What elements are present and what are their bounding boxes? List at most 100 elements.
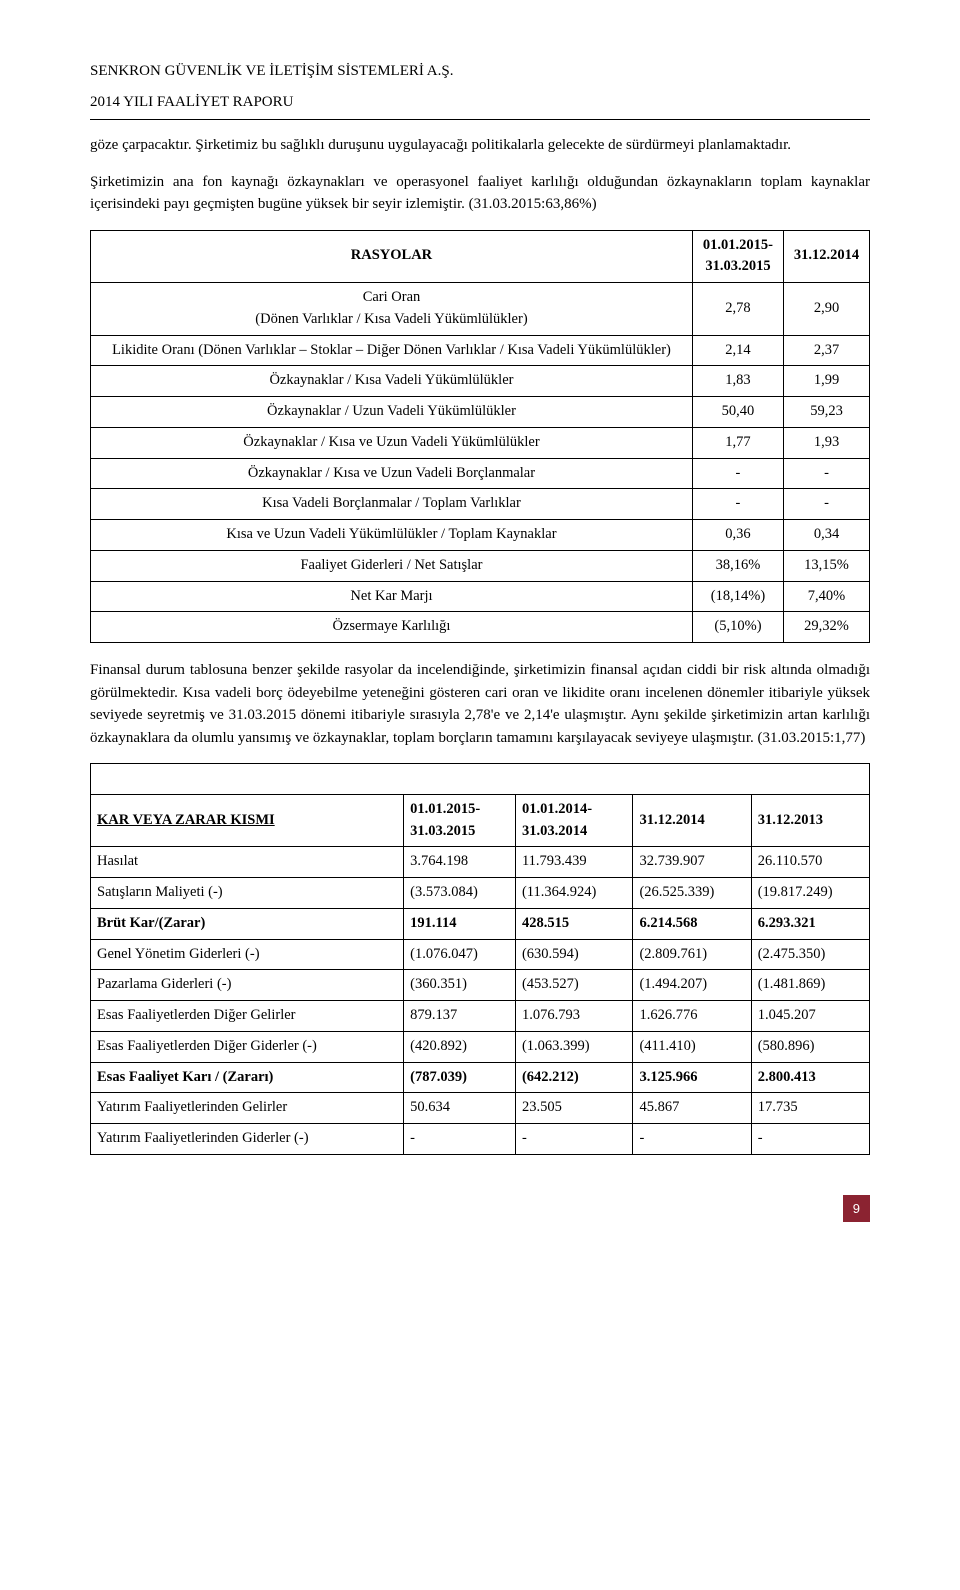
ratio-label: Net Kar Marjı bbox=[91, 581, 693, 612]
kar-header-c4: 31.12.2013 bbox=[751, 794, 869, 847]
ratio-row: Özkaynaklar / Uzun Vadeli Yükümlülükler5… bbox=[91, 397, 870, 428]
kar-v3: 32.739.907 bbox=[633, 847, 751, 878]
kar-v3: (411.410) bbox=[633, 1031, 751, 1062]
kar-v2: (642.212) bbox=[515, 1062, 633, 1093]
ratio-label: Kısa Vadeli Borçlanmalar / Toplam Varlık… bbox=[91, 489, 693, 520]
ratio-header-col2: 31.12.2014 bbox=[784, 230, 870, 283]
ratio-value-1: 1,77 bbox=[692, 427, 783, 458]
paragraph-3: Finansal durum tablosuna benzer şekilde … bbox=[90, 659, 870, 749]
ratio-label: Özkaynaklar / Kısa ve Uzun Vadeli Borçla… bbox=[91, 458, 693, 489]
ratio-row: Kısa ve Uzun Vadeli Yükümlülükler / Topl… bbox=[91, 520, 870, 551]
ratio-label: Faaliyet Giderleri / Net Satışlar bbox=[91, 550, 693, 581]
ratio-label: Özkaynaklar / Kısa Vadeli Yükümlülükler bbox=[91, 366, 693, 397]
kar-v2: 23.505 bbox=[515, 1093, 633, 1124]
kar-label: Esas Faaliyetlerden Diğer Gelirler bbox=[91, 1001, 404, 1032]
kar-v1: (360.351) bbox=[404, 970, 516, 1001]
kar-label: Yatırım Faaliyetlerinden Gelirler bbox=[91, 1093, 404, 1124]
kar-v1: 879.137 bbox=[404, 1001, 516, 1032]
page-number: 9 bbox=[843, 1195, 870, 1223]
ratio-value-2: - bbox=[784, 489, 870, 520]
kar-v4: 26.110.570 bbox=[751, 847, 869, 878]
kar-v4: 1.045.207 bbox=[751, 1001, 869, 1032]
header-divider bbox=[90, 119, 870, 120]
ratio-value-1: (5,10%) bbox=[692, 612, 783, 643]
kar-v3: 45.867 bbox=[633, 1093, 751, 1124]
ratio-label: Özkaynaklar / Uzun Vadeli Yükümlülükler bbox=[91, 397, 693, 428]
kar-v2: 11.793.439 bbox=[515, 847, 633, 878]
ratio-value-2: 1,99 bbox=[784, 366, 870, 397]
kar-label: Esas Faaliyet Karı / (Zararı) bbox=[91, 1062, 404, 1093]
kar-v2: (630.594) bbox=[515, 939, 633, 970]
ratio-row: Likidite Oranı (Dönen Varlıklar – Stokla… bbox=[91, 335, 870, 366]
ratio-row: Özkaynaklar / Kısa Vadeli Yükümlülükler1… bbox=[91, 366, 870, 397]
kar-row: Hasılat3.764.19811.793.43932.739.90726.1… bbox=[91, 847, 870, 878]
ratio-label: Özsermaye Karlılığı bbox=[91, 612, 693, 643]
ratio-label: Cari Oran(Dönen Varlıklar / Kısa Vadeli … bbox=[91, 283, 693, 336]
kar-row: Genel Yönetim Giderleri (-)(1.076.047)(6… bbox=[91, 939, 870, 970]
ratio-label: Kısa ve Uzun Vadeli Yükümlülükler / Topl… bbox=[91, 520, 693, 551]
kar-v3: - bbox=[633, 1124, 751, 1155]
kar-row: Satışların Maliyeti (-)(3.573.084)(11.36… bbox=[91, 878, 870, 909]
kar-header-title: KAR VEYA ZARAR KISMI bbox=[91, 794, 404, 847]
ratio-value-1: 0,36 bbox=[692, 520, 783, 551]
kar-v3: 6.214.568 bbox=[633, 908, 751, 939]
kar-label: Esas Faaliyetlerden Diğer Giderler (-) bbox=[91, 1031, 404, 1062]
kar-v3: (1.494.207) bbox=[633, 970, 751, 1001]
kar-v2: (11.364.924) bbox=[515, 878, 633, 909]
kar-row: Pazarlama Giderleri (-)(360.351)(453.527… bbox=[91, 970, 870, 1001]
kar-label: Pazarlama Giderleri (-) bbox=[91, 970, 404, 1001]
ratio-row: Özkaynaklar / Kısa ve Uzun Vadeli Yüküml… bbox=[91, 427, 870, 458]
kar-v2: 1.076.793 bbox=[515, 1001, 633, 1032]
ratio-value-2: 7,40% bbox=[784, 581, 870, 612]
ratio-row: Kısa Vadeli Borçlanmalar / Toplam Varlık… bbox=[91, 489, 870, 520]
kar-v3: 1.626.776 bbox=[633, 1001, 751, 1032]
ratio-value-1: 1,83 bbox=[692, 366, 783, 397]
kar-row: Yatırım Faaliyetlerinden Giderler (-)---… bbox=[91, 1124, 870, 1155]
kar-row: Brüt Kar/(Zarar)191.114428.5156.214.5686… bbox=[91, 908, 870, 939]
ratio-value-2: 13,15% bbox=[784, 550, 870, 581]
company-name: SENKRON GÜVENLİK VE İLETİŞİM SİSTEMLERİ … bbox=[90, 60, 870, 83]
ratio-value-2: 1,93 bbox=[784, 427, 870, 458]
ratio-value-1: - bbox=[692, 458, 783, 489]
kar-v1: - bbox=[404, 1124, 516, 1155]
ratio-value-1: 2,14 bbox=[692, 335, 783, 366]
kar-v1: (1.076.047) bbox=[404, 939, 516, 970]
profit-loss-table: KAR VEYA ZARAR KISMI01.01.2015-31.03.201… bbox=[90, 763, 870, 1155]
kar-v4: 17.735 bbox=[751, 1093, 869, 1124]
kar-v4: (1.481.869) bbox=[751, 970, 869, 1001]
kar-spacer bbox=[91, 764, 870, 795]
ratio-value-2: - bbox=[784, 458, 870, 489]
kar-header-c2: 01.01.2014-31.03.2014 bbox=[515, 794, 633, 847]
ratio-row: Net Kar Marjı(18,14%)7,40% bbox=[91, 581, 870, 612]
paragraph-1: göze çarpacaktır. Şirketimiz bu sağlıklı… bbox=[90, 134, 870, 157]
ratio-label: Likidite Oranı (Dönen Varlıklar – Stokla… bbox=[91, 335, 693, 366]
kar-v2: (1.063.399) bbox=[515, 1031, 633, 1062]
kar-v2: - bbox=[515, 1124, 633, 1155]
kar-label: Brüt Kar/(Zarar) bbox=[91, 908, 404, 939]
ratio-value-2: 2,37 bbox=[784, 335, 870, 366]
kar-v3: (26.525.339) bbox=[633, 878, 751, 909]
ratio-value-1: 38,16% bbox=[692, 550, 783, 581]
kar-v1: (3.573.084) bbox=[404, 878, 516, 909]
paragraph-2: Şirketimizin ana fon kaynağı özkaynaklar… bbox=[90, 171, 870, 216]
kar-v1: 3.764.198 bbox=[404, 847, 516, 878]
page-header: SENKRON GÜVENLİK VE İLETİŞİM SİSTEMLERİ … bbox=[90, 60, 870, 120]
kar-v1: 191.114 bbox=[404, 908, 516, 939]
kar-v4: (19.817.249) bbox=[751, 878, 869, 909]
ratio-value-1: (18,14%) bbox=[692, 581, 783, 612]
kar-row: Esas Faaliyet Karı / (Zararı)(787.039)(6… bbox=[91, 1062, 870, 1093]
kar-label: Satışların Maliyeti (-) bbox=[91, 878, 404, 909]
kar-v3: (2.809.761) bbox=[633, 939, 751, 970]
ratio-value-2: 29,32% bbox=[784, 612, 870, 643]
kar-v4: 6.293.321 bbox=[751, 908, 869, 939]
ratio-value-2: 59,23 bbox=[784, 397, 870, 428]
ratio-row: Özkaynaklar / Kısa ve Uzun Vadeli Borçla… bbox=[91, 458, 870, 489]
kar-v4: - bbox=[751, 1124, 869, 1155]
kar-label: Genel Yönetim Giderleri (-) bbox=[91, 939, 404, 970]
kar-v2: 428.515 bbox=[515, 908, 633, 939]
ratio-value-1: 2,78 bbox=[692, 283, 783, 336]
ratio-value-1: 50,40 bbox=[692, 397, 783, 428]
kar-v4: (580.896) bbox=[751, 1031, 869, 1062]
kar-label: Hasılat bbox=[91, 847, 404, 878]
kar-row: Esas Faaliyetlerden Diğer Gelirler879.13… bbox=[91, 1001, 870, 1032]
